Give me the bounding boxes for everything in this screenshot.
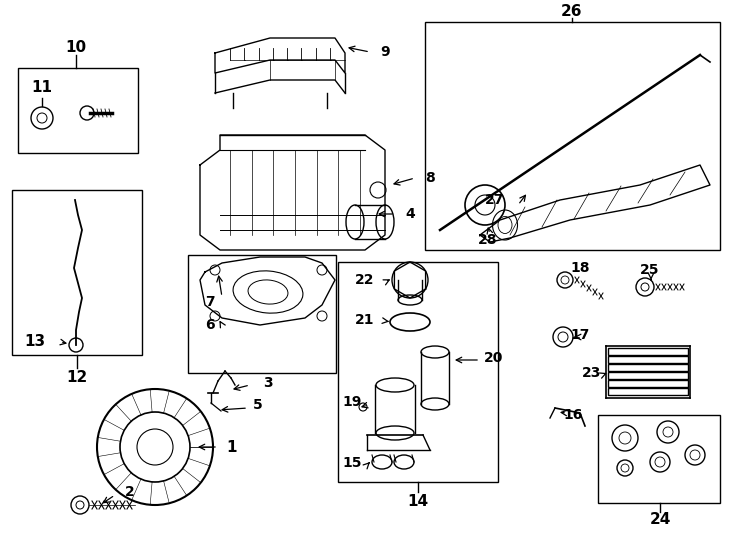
Text: 17: 17 bbox=[570, 328, 589, 342]
Bar bbox=[425, 22, 720, 250]
Text: 15: 15 bbox=[342, 456, 362, 470]
Text: 16: 16 bbox=[563, 408, 583, 422]
Bar bbox=[12, 190, 142, 355]
Text: 28: 28 bbox=[479, 233, 498, 247]
Bar bbox=[598, 415, 720, 503]
Text: 11: 11 bbox=[32, 80, 53, 96]
Text: 6: 6 bbox=[206, 318, 215, 332]
Bar bbox=[188, 255, 336, 373]
Text: 8: 8 bbox=[425, 171, 435, 185]
Text: 25: 25 bbox=[640, 263, 660, 277]
Text: 10: 10 bbox=[65, 39, 87, 55]
Bar bbox=[608, 372, 688, 379]
Text: 20: 20 bbox=[484, 351, 504, 365]
Text: 26: 26 bbox=[562, 4, 583, 19]
Text: 7: 7 bbox=[206, 295, 215, 309]
Text: 5: 5 bbox=[253, 398, 263, 412]
Bar bbox=[608, 348, 688, 355]
Text: 4: 4 bbox=[405, 207, 415, 221]
Text: 13: 13 bbox=[24, 334, 46, 349]
Bar bbox=[608, 388, 688, 395]
Text: 2: 2 bbox=[125, 485, 135, 499]
Bar bbox=[338, 262, 498, 482]
Text: 9: 9 bbox=[380, 45, 390, 59]
Text: 27: 27 bbox=[485, 193, 505, 207]
Text: 19: 19 bbox=[342, 395, 362, 409]
Text: 18: 18 bbox=[570, 261, 589, 275]
Text: 21: 21 bbox=[355, 313, 375, 327]
Bar bbox=[18, 68, 138, 153]
Text: 22: 22 bbox=[355, 273, 375, 287]
Text: 1: 1 bbox=[227, 440, 237, 455]
Text: 3: 3 bbox=[264, 376, 273, 390]
Text: 24: 24 bbox=[650, 512, 671, 528]
Text: 12: 12 bbox=[66, 370, 87, 386]
Bar bbox=[608, 380, 688, 387]
Bar bbox=[608, 356, 688, 363]
Bar bbox=[608, 364, 688, 371]
Text: 14: 14 bbox=[407, 495, 429, 510]
Text: 23: 23 bbox=[582, 366, 602, 380]
